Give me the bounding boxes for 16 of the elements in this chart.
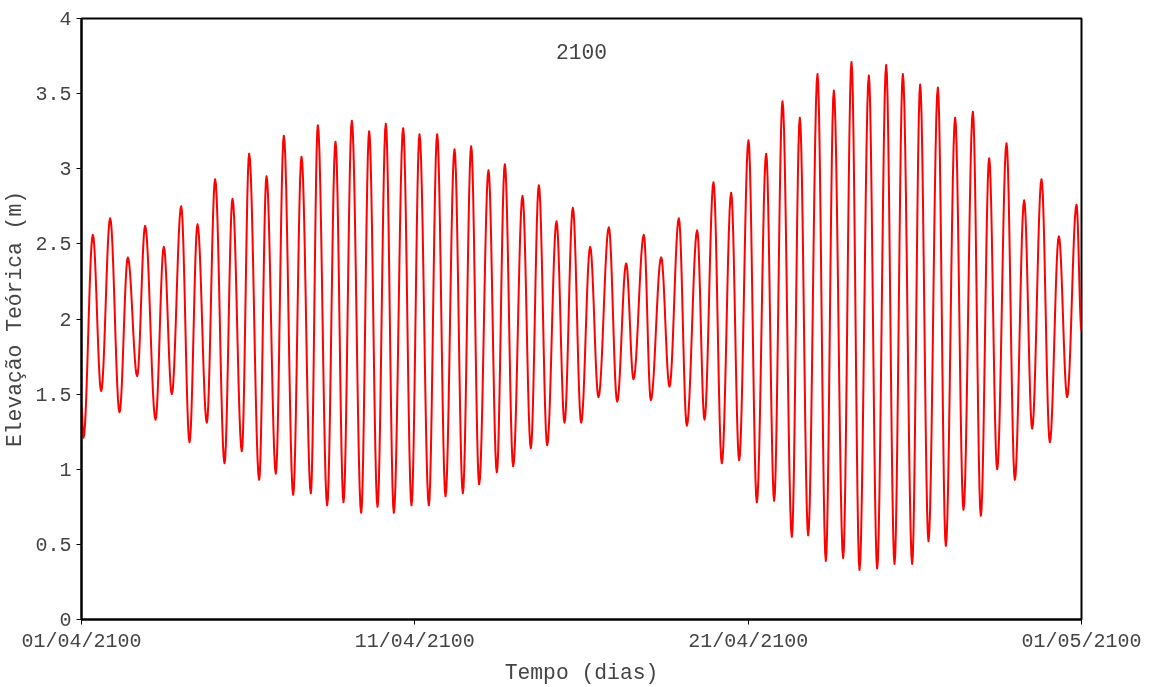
text: 2100: [555, 40, 608, 65]
y-tick-label: 4: [59, 8, 72, 31]
y-tick-label: 0: [59, 609, 72, 632]
y-tick-label: 1.5: [35, 383, 72, 407]
y-tick-label: 3.5: [35, 83, 72, 107]
y-tick-label: 0.5: [35, 533, 72, 557]
x-tick-label: 01/04/2100: [21, 629, 142, 653]
y-tick-label: 2.5: [35, 233, 72, 257]
y-tick-label: 1: [59, 458, 72, 482]
x-tick-label: 11/04/2100: [354, 629, 475, 653]
x-tick-label: 21/04/2100: [688, 629, 809, 653]
y-tick-label: 3: [59, 158, 72, 182]
y-axis-title: Elevação Teórica (m): [3, 191, 28, 447]
y-tick-label: 2: [59, 308, 72, 332]
x-axis-title: Tempo (dias): [504, 660, 659, 685]
x-tick-label: 01/05/2100: [1021, 629, 1142, 653]
